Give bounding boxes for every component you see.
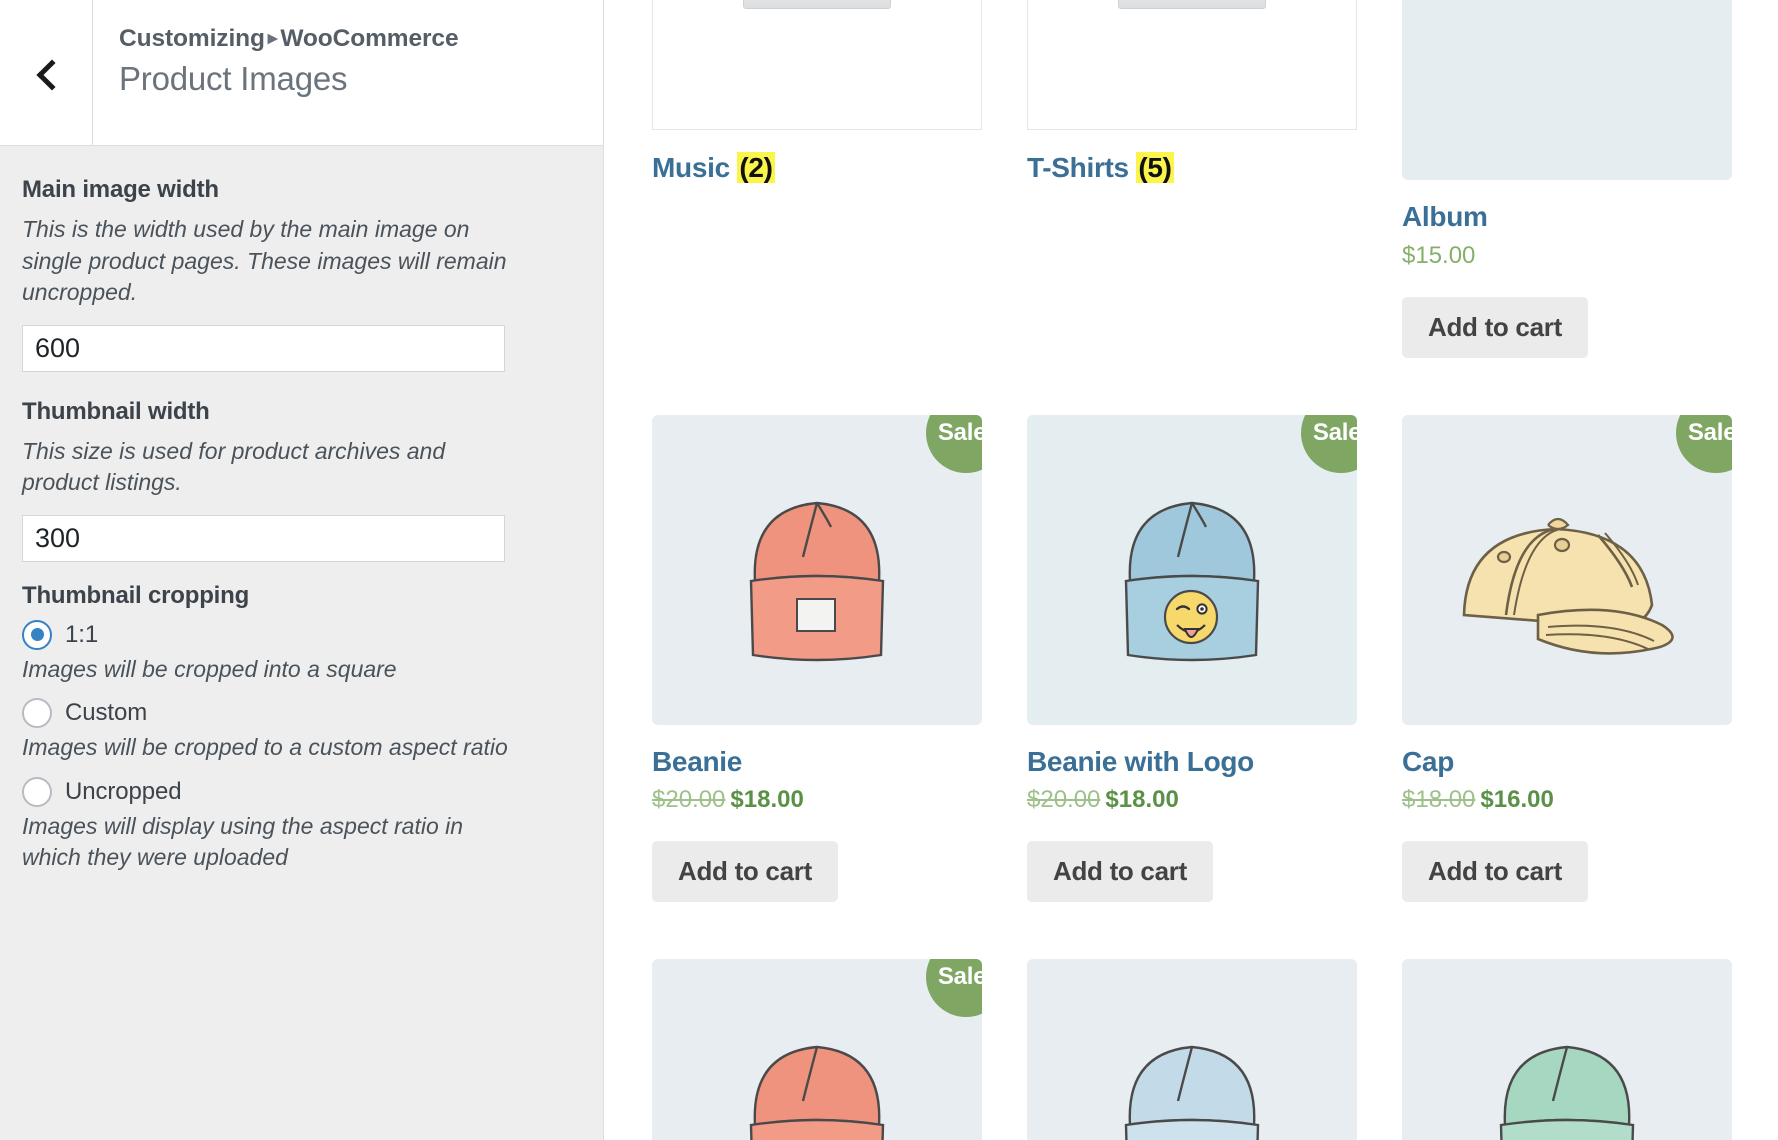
- product-price-cap: $18.00 $16.00: [1402, 786, 1732, 815]
- radio-icon-1-1[interactable]: [22, 619, 52, 650]
- product-title-cap[interactable]: Cap: [1402, 745, 1454, 777]
- radio-label-uncropped: Uncropped: [65, 777, 182, 805]
- yellow-cap-illustration: [1462, 517, 1674, 655]
- price-new-beanie: $18.00: [730, 786, 804, 814]
- category-label-tshirts[interactable]: T-Shirts (5): [1027, 152, 1357, 184]
- page-title: Product Images: [119, 60, 348, 98]
- category-thumbnail-music[interactable]: [652, 0, 982, 130]
- add-to-cart-button-cap[interactable]: Add to cart: [1402, 841, 1588, 903]
- product-grid: Music (2) T-Shirts (5): [652, 0, 1772, 1140]
- product-price-beanie: $20.00 $18.00: [652, 786, 982, 815]
- blue-beanie-illustration: [1124, 501, 1260, 661]
- blue-beanie-top-illustration: [1124, 1045, 1260, 1140]
- category-label-music[interactable]: Music (2): [652, 152, 982, 184]
- thumbnail-width-input[interactable]: [22, 514, 505, 562]
- main-image-width-label: Main image width: [22, 176, 219, 203]
- radio-icon-uncropped[interactable]: [22, 776, 52, 807]
- radio-option-uncropped[interactable]: Uncropped: [22, 776, 577, 807]
- product-card-beanie-with-logo: Sale! Beanie with Logo $20.00$18.00 Add …: [1027, 414, 1357, 903]
- price-old-beanie: $20.00: [652, 786, 726, 814]
- product-image-beanie-with-logo[interactable]: Sale!: [1027, 414, 1357, 725]
- add-to-cart-button-beanie-with-logo[interactable]: Add to cart: [1027, 841, 1213, 903]
- radio-option-1-1[interactable]: 1:1: [22, 619, 577, 650]
- control-main-image-width: Main image width This is the width used …: [22, 176, 577, 372]
- thumbnail-width-description: This size is used for product archives a…: [22, 437, 446, 496]
- control-thumbnail-cropping: Thumbnail cropping 1:1 Images will be cr…: [22, 582, 577, 874]
- product-card-row3-3: [1402, 959, 1732, 1140]
- product-image-row3-1[interactable]: Sale!: [652, 959, 982, 1140]
- radio-label-custom: Custom: [65, 699, 148, 726]
- salmon-beanie-top-illustration: [749, 1045, 885, 1140]
- sidebar-header: Customizing ▸ WooCommerce Product Images: [0, 0, 603, 146]
- back-button[interactable]: [0, 0, 93, 145]
- category-name-tshirts: T-Shirts: [1027, 152, 1129, 183]
- product-card-beanie: Sale! Beanie $20.00$18.00 Add to cart: [652, 414, 982, 903]
- product-image-row3-2[interactable]: [1027, 959, 1357, 1140]
- price-new-cap: $16.00: [1480, 786, 1554, 814]
- product-card-cap: Sale! Cap $18.00$16.00 Add to cart: [1402, 414, 1732, 903]
- site-preview: Music (2) T-Shirts (5): [604, 0, 1778, 1140]
- product-price-album: $15.00: [1402, 242, 1732, 271]
- album-cover-illustration: [1402, 0, 1732, 180]
- green-beanie-top-illustration: [1499, 1045, 1635, 1140]
- breadcrumb-separator-icon: ▸: [267, 28, 278, 49]
- product-title-beanie-with-logo[interactable]: Beanie with Logo: [1027, 745, 1254, 777]
- salmon-beanie-illustration: [749, 501, 885, 661]
- radio-option-custom[interactable]: Custom: [22, 698, 577, 728]
- product-card-row3-2: [1027, 959, 1357, 1140]
- sidebar-body: Main image width This is the width used …: [0, 146, 603, 874]
- category-card-music[interactable]: Music (2): [652, 0, 982, 358]
- chevron-left-icon: [33, 60, 59, 86]
- product-image-album[interactable]: [1402, 0, 1732, 180]
- product-image-row3-3[interactable]: [1402, 959, 1732, 1140]
- price-new-beanie-with-logo: $18.00: [1105, 786, 1179, 814]
- control-thumbnail-width: Thumbnail width This size is used for pr…: [22, 398, 577, 562]
- breadcrumb-section[interactable]: WooCommerce: [280, 25, 459, 52]
- product-title-beanie[interactable]: Beanie: [652, 745, 743, 777]
- radio-description-custom: Images will be cropped to a custom aspec…: [22, 734, 508, 760]
- category-thumbnail-tshirts[interactable]: [1027, 0, 1357, 130]
- radio-icon-custom[interactable]: [22, 698, 52, 728]
- sidebar-title-block: Customizing ▸ WooCommerce Product Images: [93, 0, 603, 145]
- breadcrumb: Customizing ▸ WooCommerce: [119, 24, 603, 53]
- product-card-album: Album $15.00 Add to cart: [1402, 0, 1732, 358]
- radio-label-1-1: 1:1: [65, 620, 99, 648]
- category-card-tshirts[interactable]: T-Shirts (5): [1027, 0, 1357, 358]
- tshirt-icon: [743, 0, 891, 9]
- customizer-sidebar: Customizing ▸ WooCommerce Product Images M…: [0, 0, 604, 1140]
- product-price-beanie-with-logo: $20.00 $18.00: [1027, 786, 1357, 815]
- price-old-cap: $18.00: [1402, 786, 1476, 814]
- main-image-width-input[interactable]: [22, 324, 505, 372]
- category-count-music: (2): [737, 152, 775, 183]
- radio-description-1-1: Images will be cropped into a square: [22, 655, 397, 682]
- product-card-row3-1: Sale!: [652, 959, 982, 1140]
- category-name-music: Music: [652, 152, 730, 183]
- radio-description-uncropped: Images will display using the aspect rat…: [22, 812, 464, 871]
- category-count-tshirts: (5): [1136, 152, 1174, 183]
- thumbnail-width-label: Thumbnail width: [22, 397, 210, 425]
- product-image-cap[interactable]: Sale!: [1402, 414, 1732, 725]
- tshirt-icon: [1118, 0, 1266, 9]
- add-to-cart-button-beanie[interactable]: Add to cart: [652, 841, 838, 903]
- price-old-beanie-with-logo: $20.00: [1027, 786, 1101, 814]
- product-image-beanie[interactable]: Sale!: [652, 414, 982, 725]
- breadcrumb-root[interactable]: Customizing: [119, 25, 265, 52]
- add-to-cart-button-album[interactable]: Add to cart: [1402, 296, 1588, 358]
- product-title-album[interactable]: Album: [1402, 201, 1488, 232]
- price-current-album: $15.00: [1402, 241, 1476, 269]
- thumbnail-cropping-label: Thumbnail cropping: [22, 581, 250, 609]
- main-image-width-description: This is the width used by the main image…: [22, 216, 507, 305]
